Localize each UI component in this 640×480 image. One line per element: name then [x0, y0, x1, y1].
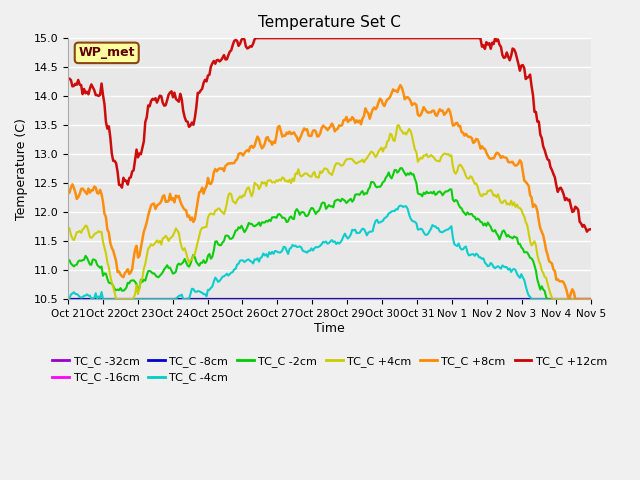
TC_C +4cm — [395, 122, 403, 128]
TC_C -32cm — [246, 296, 254, 302]
TC_C +12cm — [239, 35, 247, 41]
TC_C +4cm — [64, 224, 72, 230]
TC_C -4cm — [588, 296, 595, 302]
TC_C -32cm — [237, 296, 245, 302]
X-axis label: Time: Time — [314, 322, 345, 335]
Title: Temperature Set C: Temperature Set C — [258, 15, 401, 30]
TC_C -2cm — [588, 296, 595, 302]
TC_C -2cm — [561, 296, 569, 302]
TC_C -8cm — [588, 296, 595, 302]
TC_C -32cm — [588, 296, 595, 302]
TC_C -4cm — [64, 295, 72, 300]
TC_C -32cm — [293, 296, 301, 302]
TC_C +12cm — [248, 44, 255, 49]
TC_C -16cm — [237, 296, 245, 302]
TC_C +8cm — [64, 191, 72, 197]
TC_C -8cm — [237, 296, 245, 302]
TC_C -16cm — [588, 296, 595, 302]
TC_C +4cm — [130, 295, 138, 300]
TC_C -8cm — [293, 296, 301, 302]
TC_C -4cm — [294, 244, 302, 250]
TC_C +12cm — [560, 192, 568, 197]
TC_C +4cm — [239, 192, 247, 198]
TC_C +8cm — [129, 266, 136, 272]
TC_C +8cm — [566, 296, 573, 302]
Y-axis label: Temperature (C): Temperature (C) — [15, 118, 28, 219]
TC_C -16cm — [246, 296, 254, 302]
TC_C +4cm — [561, 296, 569, 302]
Line: TC_C -2cm: TC_C -2cm — [68, 168, 591, 299]
TC_C -16cm — [293, 296, 301, 302]
TC_C -2cm — [398, 165, 406, 171]
TC_C +12cm — [129, 168, 136, 174]
TC_C -16cm — [129, 296, 136, 302]
TC_C -32cm — [558, 296, 566, 302]
TC_C -2cm — [293, 206, 301, 212]
TC_C -2cm — [129, 277, 136, 283]
TC_C -4cm — [561, 296, 569, 302]
Legend: TC_C -32cm, TC_C -16cm, TC_C -8cm, TC_C -4cm, TC_C -2cm, TC_C +4cm, TC_C +8cm, T: TC_C -32cm, TC_C -16cm, TC_C -8cm, TC_C … — [48, 351, 611, 388]
TC_C +12cm — [64, 77, 72, 83]
TC_C -8cm — [64, 296, 72, 302]
TC_C -2cm — [220, 238, 228, 244]
TC_C -4cm — [221, 272, 229, 278]
TC_C -8cm — [558, 296, 566, 302]
TC_C +8cm — [397, 82, 404, 88]
TC_C +12cm — [294, 35, 302, 41]
TC_C +4cm — [112, 296, 120, 302]
TC_C -4cm — [239, 258, 247, 264]
TC_C +12cm — [237, 37, 245, 43]
Text: WP_met: WP_met — [79, 47, 135, 60]
TC_C +12cm — [588, 226, 595, 232]
TC_C -4cm — [88, 296, 95, 302]
Line: TC_C +12cm: TC_C +12cm — [68, 38, 591, 232]
TC_C +4cm — [221, 207, 229, 213]
TC_C +8cm — [220, 168, 228, 174]
TC_C +8cm — [560, 279, 568, 285]
TC_C +8cm — [588, 296, 595, 302]
TC_C +4cm — [588, 296, 595, 302]
TC_C -16cm — [64, 296, 72, 302]
TC_C -8cm — [220, 296, 228, 302]
TC_C +12cm — [583, 229, 591, 235]
Line: TC_C +4cm: TC_C +4cm — [68, 125, 591, 299]
TC_C +12cm — [220, 52, 228, 58]
Line: TC_C -4cm: TC_C -4cm — [68, 205, 591, 299]
TC_C -4cm — [397, 203, 404, 208]
TC_C -32cm — [220, 296, 228, 302]
TC_C +8cm — [237, 151, 245, 156]
TC_C -4cm — [130, 296, 138, 302]
TC_C -32cm — [64, 296, 72, 302]
TC_C -2cm — [237, 223, 245, 228]
Line: TC_C +8cm: TC_C +8cm — [68, 85, 591, 299]
TC_C -4cm — [248, 259, 255, 264]
TC_C +8cm — [293, 134, 301, 140]
TC_C +4cm — [248, 193, 255, 199]
TC_C -2cm — [544, 296, 552, 302]
TC_C +4cm — [294, 167, 302, 172]
TC_C -16cm — [558, 296, 566, 302]
TC_C -2cm — [64, 258, 72, 264]
TC_C -8cm — [129, 296, 136, 302]
TC_C -32cm — [129, 296, 136, 302]
TC_C -16cm — [220, 296, 228, 302]
TC_C -2cm — [246, 221, 254, 227]
TC_C -8cm — [246, 296, 254, 302]
TC_C +8cm — [246, 144, 254, 150]
